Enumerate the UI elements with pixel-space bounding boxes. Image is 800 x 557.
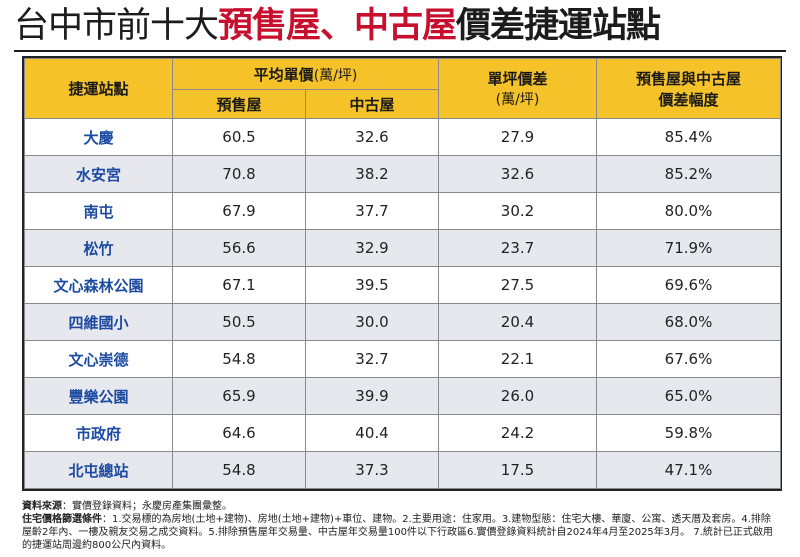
gap-percent-cell: 85.4%: [596, 118, 781, 156]
price-diff-cell: 22.1: [438, 340, 597, 378]
price-diff-cell: 32.6: [438, 155, 597, 193]
used-price-cell: 40.4: [305, 414, 439, 452]
header-presale: 預售屋: [172, 89, 306, 119]
table-row: 文心森林公園 67.1 39.5 27.5 69.6%: [24, 266, 781, 304]
header-used: 中古屋: [305, 89, 439, 119]
gap-percent-cell: 85.2%: [596, 155, 781, 193]
price-gap-table: 捷運站點 平均單價(萬/坪) 單坪價差 (萬/坪) 預售屋與中古屋 價差幅度 預售屋…: [24, 58, 781, 489]
used-price-cell: 32.7: [305, 340, 439, 378]
criteria-label: 住宅價格篩選條件: [22, 514, 102, 525]
presale-price-cell: 50.5: [172, 303, 306, 341]
title-divider: [14, 50, 786, 52]
footnotes: 資料來源：實價登錄資料；永慶房產集團彙整。 住宅價格篩選條件：1.交易標的為房地…: [22, 500, 780, 552]
gap-percent-cell: 71.9%: [596, 229, 781, 267]
gap-percent-cell: 69.6%: [596, 266, 781, 304]
gap-percent-cell: 59.8%: [596, 414, 781, 452]
table-row: 水安宮 70.8 38.2 32.6 85.2%: [24, 155, 781, 193]
criteria-text: ：1.交易標的為房地(土地+建物)、房地(土地+建物)+車位、建物。2.主要用途…: [22, 514, 773, 551]
price-diff-cell: 24.2: [438, 414, 597, 452]
header-avg-price-unit: (萬/坪): [313, 67, 358, 84]
presale-price-cell: 54.8: [172, 340, 306, 378]
presale-price-cell: 64.6: [172, 414, 306, 452]
station-cell: 北屯總站: [24, 451, 173, 489]
table-row: 大慶 60.5 32.6 27.9 85.4%: [24, 118, 781, 156]
presale-price-cell: 60.5: [172, 118, 306, 156]
header-diff-label: 單坪價差: [487, 70, 548, 88]
presale-price-cell: 56.6: [172, 229, 306, 267]
station-cell: 四維國小: [24, 303, 173, 341]
price-diff-cell: 27.5: [438, 266, 597, 304]
used-price-cell: 38.2: [305, 155, 439, 193]
table-row: 松竹 56.6 32.9 23.7 71.9%: [24, 229, 781, 267]
used-price-cell: 37.3: [305, 451, 439, 489]
table-row: 豐樂公園 65.9 39.9 26.0 65.0%: [24, 377, 781, 415]
header-diff-unit: (萬/坪): [495, 92, 540, 108]
gap-percent-cell: 67.6%: [596, 340, 781, 378]
price-diff-cell: 26.0: [438, 377, 597, 415]
station-cell: 文心森林公園: [24, 266, 173, 304]
used-price-cell: 39.5: [305, 266, 439, 304]
table-row: 北屯總站 54.8 37.3 17.5 47.1%: [24, 451, 781, 489]
source-note: 資料來源：實價登錄資料；永慶房產集團彙整。: [22, 500, 780, 513]
price-diff-cell: 27.9: [438, 118, 597, 156]
price-diff-cell: 23.7: [438, 229, 597, 267]
used-price-cell: 32.9: [305, 229, 439, 267]
presale-price-cell: 67.9: [172, 192, 306, 230]
header-station: 捷運站點: [24, 58, 173, 119]
presale-price-cell: 65.9: [172, 377, 306, 415]
used-price-cell: 32.6: [305, 118, 439, 156]
used-price-cell: 39.9: [305, 377, 439, 415]
title-part-3: 價差捷運站點: [456, 6, 661, 46]
table-row: 南屯 67.9 37.7 30.2 80.0%: [24, 192, 781, 230]
station-cell: 市政府: [24, 414, 173, 452]
criteria-note: 住宅價格篩選條件：1.交易標的為房地(土地+建物)、房地(土地+建物)+車位、建…: [22, 513, 780, 552]
gap-percent-cell: 68.0%: [596, 303, 781, 341]
header-avg-price-label: 平均單價: [253, 65, 314, 84]
gap-percent-cell: 80.0%: [596, 192, 781, 230]
presale-price-cell: 54.8: [172, 451, 306, 489]
header-gap: 預售屋與中古屋 價差幅度: [596, 58, 781, 119]
table-row: 四維國小 50.5 30.0 20.4 68.0%: [24, 303, 781, 341]
header-gap-line1: 預售屋與中古屋: [635, 69, 741, 88]
station-cell: 松竹: [24, 229, 173, 267]
table-row: 市政府 64.6 40.4 24.2 59.8%: [24, 414, 781, 452]
used-price-cell: 30.0: [305, 303, 439, 341]
station-cell: 南屯: [24, 192, 173, 230]
gap-percent-cell: 65.0%: [596, 377, 781, 415]
table-row: 文心崇德 54.8 32.7 22.1 67.6%: [24, 340, 781, 378]
page-title: 台中市前十大預售屋、中古屋價差捷運站點: [14, 4, 794, 48]
source-label: 資料來源: [22, 501, 62, 512]
station-cell: 文心崇德: [24, 340, 173, 378]
header-gap-line2: 價差幅度: [658, 90, 719, 109]
price-diff-cell: 30.2: [438, 192, 597, 230]
station-cell: 豐樂公園: [24, 377, 173, 415]
used-price-cell: 37.7: [305, 192, 439, 230]
title-part-1: 台中市前十大: [14, 6, 219, 46]
price-diff-cell: 20.4: [438, 303, 597, 341]
presale-price-cell: 67.1: [172, 266, 306, 304]
header-avg-price: 平均單價(萬/坪): [172, 58, 439, 90]
source-text: ：實價登錄資料；永慶房產集團彙整。: [62, 501, 232, 512]
price-diff-cell: 17.5: [438, 451, 597, 489]
station-cell: 大慶: [24, 118, 173, 156]
price-gap-table-container: 捷運站點 平均單價(萬/坪) 單坪價差 (萬/坪) 預售屋與中古屋 價差幅度 預售屋…: [22, 56, 782, 491]
gap-percent-cell: 47.1%: [596, 451, 781, 489]
title-part-2: 預售屋、中古屋: [218, 6, 457, 46]
presale-price-cell: 70.8: [172, 155, 306, 193]
header-diff: 單坪價差 (萬/坪): [438, 58, 597, 119]
station-cell: 水安宮: [24, 155, 173, 193]
